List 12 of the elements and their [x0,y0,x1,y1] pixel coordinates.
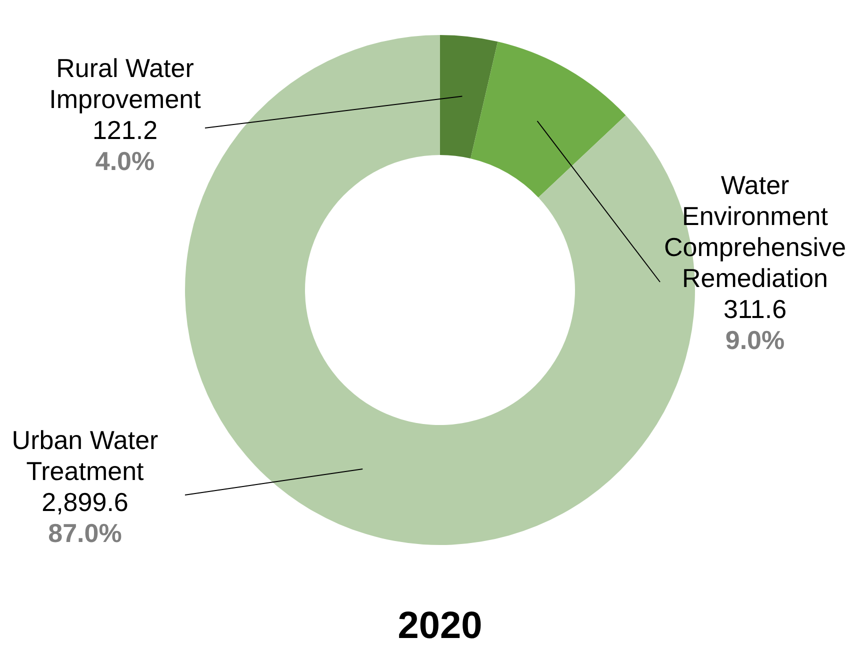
text: 87.0% [48,518,122,548]
text: 2020 [398,605,482,647]
text: 9.0% [725,325,785,355]
data-label: 121.2 [92,115,158,145]
donut-slice [470,42,626,198]
slice-label: Water Environment Comprehensive Remediation [664,170,846,293]
data-label: 2,899.6 [42,487,128,517]
donut-slice [440,35,498,159]
slice-label: Urban Water Treatment [12,425,159,486]
text: 4.0% [95,146,155,176]
slice-label: Rural Water Improvement [49,53,202,114]
data-label: 311.6 [723,294,787,324]
